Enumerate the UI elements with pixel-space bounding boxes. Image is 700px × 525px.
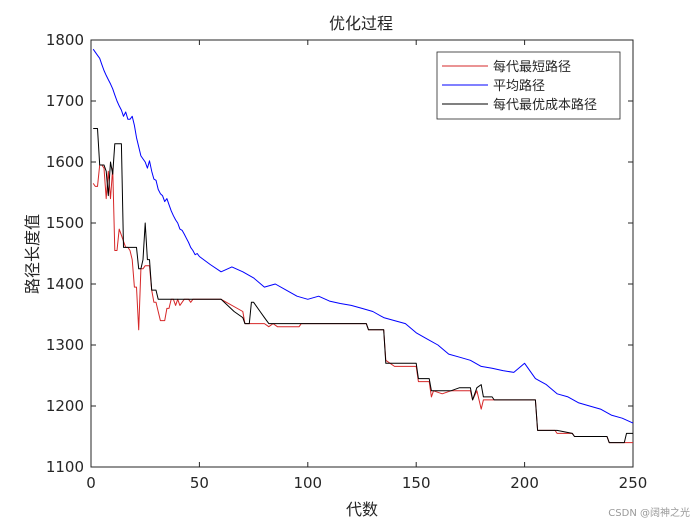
x-tick-label: 50 (190, 474, 209, 492)
series-line-best-cost (93, 128, 633, 444)
legend-label-average: 平均路径 (493, 78, 545, 94)
y-tick-label: 1400 (46, 275, 84, 293)
y-tick-label: 1700 (46, 92, 84, 110)
x-tick-label: 0 (86, 474, 96, 492)
series-lines (92, 48, 634, 444)
y-axis-ticks: 1100 1200 1300 1400 1500 1600 1700 1800 (46, 31, 633, 476)
chart-legend: 每代最短路径 平均路径 每代最优成本路径 (436, 51, 621, 120)
y-axis-title: 路径长度值 (23, 214, 42, 294)
x-tick-label: 150 (402, 474, 431, 492)
y-tick-label: 1800 (46, 31, 84, 49)
x-axis-title: 代数 (346, 500, 378, 519)
y-tick-label: 1200 (46, 397, 84, 415)
legend-label-best-cost: 每代最优成本路径 (493, 97, 597, 113)
y-tick-label: 1600 (46, 153, 84, 171)
y-tick-label: 1100 (46, 458, 84, 476)
chart-title: 优化过程 (329, 14, 393, 33)
legend-label-shortest: 每代最短路径 (493, 59, 571, 75)
x-axis-ticks: 0 50 100 150 200 250 (86, 40, 647, 492)
x-tick-label: 100 (293, 474, 322, 492)
x-tick-label: 250 (619, 474, 648, 492)
y-tick-label: 1300 (46, 336, 84, 354)
x-tick-label: 200 (510, 474, 539, 492)
y-tick-label: 1500 (46, 214, 84, 232)
series-line-average (92, 48, 634, 424)
watermark-text: CSDN @阔神之光 (608, 506, 690, 519)
